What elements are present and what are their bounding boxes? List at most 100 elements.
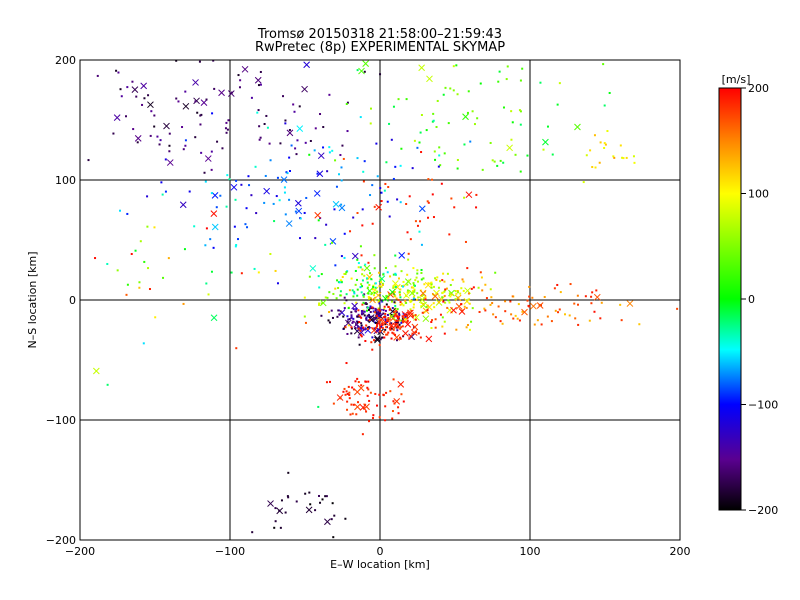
data-point-dot — [340, 166, 343, 169]
data-point-dot — [389, 275, 392, 278]
data-point-dot — [484, 309, 487, 312]
data-point-dot — [391, 331, 394, 334]
data-point-dot — [278, 199, 281, 202]
data-point-dot — [414, 220, 417, 223]
data-point-dot — [460, 303, 463, 306]
data-point-dot — [149, 134, 152, 137]
data-point-dot — [325, 381, 328, 384]
data-point-dot — [159, 139, 162, 142]
data-point-dot — [477, 286, 480, 289]
data-point-dot — [359, 334, 362, 337]
data-point-dot — [380, 285, 383, 288]
data-point-dot — [384, 312, 387, 315]
y-tick-label: 0 — [69, 294, 76, 307]
data-point-dot — [390, 337, 393, 340]
data-point-dot — [374, 392, 377, 395]
data-point-dot — [600, 301, 603, 304]
data-point-dot — [360, 384, 363, 387]
data-point-dot — [366, 286, 369, 289]
data-point-dot — [193, 225, 196, 228]
data-point-dot — [416, 269, 419, 272]
data-point-dot — [398, 314, 401, 317]
data-point-dot — [402, 400, 405, 403]
data-point-dot — [360, 316, 363, 319]
data-point-dot — [448, 292, 451, 295]
data-point-dot — [361, 224, 364, 227]
data-point-dot — [422, 277, 425, 280]
data-point-dot — [356, 294, 359, 297]
data-point-dot — [359, 286, 362, 289]
data-point-dot — [437, 301, 440, 304]
data-point-dot — [409, 238, 412, 241]
data-point-dot — [366, 306, 369, 309]
data-point-cross — [369, 296, 376, 304]
data-point-dot — [373, 294, 376, 297]
data-point-dot — [599, 141, 602, 144]
data-point-dot — [443, 290, 446, 293]
data-point-dot — [400, 285, 403, 288]
data-point-dot — [390, 325, 393, 328]
data-point-dot — [362, 180, 365, 183]
data-point-dot — [360, 327, 363, 330]
data-point-dot — [461, 278, 464, 281]
data-point-dot — [205, 282, 208, 285]
data-point-dot — [386, 318, 389, 321]
data-point-dot — [112, 132, 115, 135]
data-point-dot — [399, 337, 402, 340]
data-point-dot — [343, 256, 346, 259]
data-point-dot — [400, 270, 403, 273]
data-point-dot — [593, 310, 596, 313]
data-point-dot — [397, 319, 400, 322]
data-point-dot — [348, 397, 351, 400]
data-point-dot — [485, 297, 488, 300]
data-point-cross — [296, 125, 304, 132]
data-point-dot — [376, 175, 379, 178]
data-point-dot — [400, 393, 403, 396]
data-point-dot — [341, 144, 344, 147]
data-point-dot — [426, 304, 429, 307]
data-point-dot — [481, 168, 484, 171]
data-point-dot — [375, 142, 378, 145]
data-point-cross — [626, 300, 634, 307]
data-point-dot — [207, 293, 210, 296]
data-point-dot — [126, 86, 129, 89]
data-point-dot — [371, 288, 374, 291]
data-point-dot — [318, 302, 321, 305]
data-point-dot — [390, 300, 393, 303]
data-point-dot — [447, 122, 450, 125]
data-point-dot — [585, 154, 588, 157]
data-point-dot — [336, 279, 339, 282]
chart-subtitle: RwPretec (8p) EXPERIMENTAL SKYMAP — [255, 40, 505, 55]
data-point-dot — [153, 226, 156, 229]
data-point-dot — [413, 139, 416, 142]
data-point-dot — [406, 283, 409, 286]
data-point-dot — [491, 302, 494, 305]
data-point-dot — [366, 386, 369, 389]
data-point-dot — [420, 151, 423, 154]
data-point-dot — [156, 135, 159, 138]
data-point-dot — [494, 271, 497, 274]
data-point-dot — [407, 252, 410, 255]
data-point-dot — [328, 311, 331, 314]
data-point-cross — [357, 329, 365, 336]
data-point-dot — [378, 416, 381, 419]
data-point-dot — [358, 343, 361, 346]
data-point-cross — [574, 123, 581, 131]
data-point-dot — [446, 306, 449, 309]
data-point-dot — [388, 292, 391, 295]
data-point-cross — [463, 297, 471, 305]
data-point-dot — [452, 65, 455, 68]
data-point-dot — [410, 300, 413, 303]
data-point-dot — [363, 70, 366, 73]
data-point-dot — [412, 282, 415, 285]
data-point-dot — [599, 317, 602, 320]
data-point-dot — [340, 179, 343, 182]
data-point-dot — [406, 319, 409, 322]
data-point-cross — [309, 265, 317, 272]
data-point-dot — [382, 309, 385, 312]
data-point-dot — [387, 186, 390, 189]
data-point-dot — [126, 283, 129, 286]
data-point-dot — [435, 125, 438, 128]
data-point-dot — [304, 141, 307, 144]
data-point-dot — [409, 335, 412, 338]
